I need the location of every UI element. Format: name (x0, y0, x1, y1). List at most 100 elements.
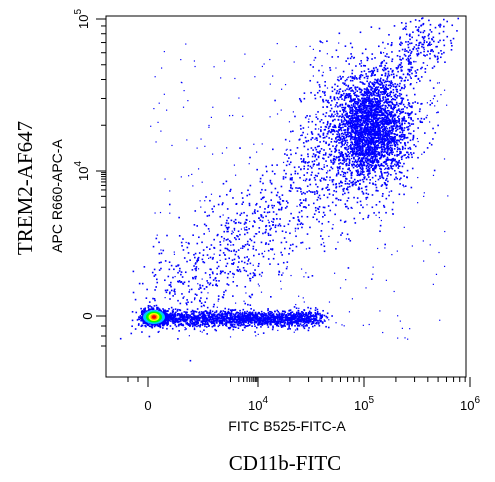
data-point (363, 115, 366, 118)
data-point (261, 319, 263, 322)
data-point (345, 119, 348, 122)
data-point (386, 139, 388, 142)
data-point (331, 99, 333, 102)
data-point (371, 103, 374, 105)
data-point (330, 150, 333, 153)
data-point (381, 141, 384, 144)
data-point (391, 161, 393, 164)
data-point (288, 324, 291, 326)
data-point (387, 43, 389, 45)
data-point (389, 93, 391, 96)
data-point (426, 54, 428, 56)
data-point (260, 315, 263, 318)
data-point (299, 318, 302, 321)
data-point (229, 321, 232, 324)
data-point (372, 114, 374, 116)
data-point (374, 119, 377, 122)
data-point (359, 212, 361, 214)
data-point (301, 312, 303, 315)
data-point (374, 114, 376, 117)
data-point (387, 98, 389, 101)
data-point (332, 128, 335, 131)
data-point (340, 119, 343, 121)
data-point (347, 125, 350, 128)
data-point (379, 97, 381, 100)
data-point (361, 158, 364, 160)
data-point (384, 85, 387, 88)
data-point (394, 138, 396, 140)
data-point (373, 150, 376, 153)
data-point (262, 323, 264, 325)
data-point (393, 159, 395, 161)
data-point (391, 138, 394, 140)
data-point (374, 171, 376, 173)
data-point (329, 97, 332, 99)
data-point (230, 323, 233, 326)
data-point (341, 181, 343, 184)
data-point (243, 319, 245, 322)
data-point (376, 92, 378, 95)
data-point (248, 324, 251, 326)
data-point (223, 320, 225, 322)
data-point (381, 116, 384, 119)
data-point (377, 136, 379, 139)
data-point (371, 94, 373, 97)
data-point (324, 115, 327, 118)
data-point (362, 136, 365, 139)
data-point (377, 90, 380, 93)
data-point (353, 56, 356, 59)
data-point (205, 317, 208, 320)
data-point (392, 85, 395, 88)
data-point (380, 150, 383, 153)
data-point (363, 102, 366, 105)
data-point (399, 183, 401, 185)
data-point (401, 42, 403, 45)
data-point (350, 120, 352, 123)
data-point (372, 112, 375, 114)
data-point (354, 165, 357, 167)
data-point (377, 95, 380, 97)
data-point (370, 135, 373, 137)
data-point (345, 134, 348, 136)
data-point (223, 316, 225, 318)
data-point (353, 123, 356, 125)
data-point (288, 163, 291, 166)
data-point (397, 139, 399, 142)
data-point (342, 175, 345, 178)
data-point (363, 155, 366, 158)
data-point (406, 106, 408, 109)
data-point (301, 315, 303, 318)
data-point (274, 99, 276, 102)
data-point (277, 322, 279, 325)
data-point (394, 104, 397, 106)
data-point (433, 40, 435, 43)
data-point (351, 129, 354, 131)
data-point (366, 111, 369, 113)
data-point (314, 309, 317, 312)
data-point (341, 98, 343, 100)
data-point (366, 115, 369, 118)
data-point (390, 73, 393, 76)
data-point (309, 178, 311, 181)
data-point (371, 153, 374, 155)
data-point (375, 117, 378, 120)
data-point (354, 142, 357, 145)
data-point (384, 120, 387, 122)
data-point (354, 153, 357, 156)
data-point (402, 73, 405, 76)
data-point (217, 318, 219, 320)
data-point (376, 101, 379, 104)
data-point (364, 143, 367, 146)
data-point (378, 45, 380, 48)
data-point (390, 112, 393, 115)
data-point (367, 120, 370, 123)
data-point (240, 319, 242, 322)
data-point (347, 207, 350, 210)
data-point (279, 321, 282, 324)
data-point (190, 315, 193, 318)
data-point (356, 118, 359, 120)
data-point (337, 55, 339, 58)
data-point (433, 65, 436, 68)
data-point (384, 92, 387, 95)
